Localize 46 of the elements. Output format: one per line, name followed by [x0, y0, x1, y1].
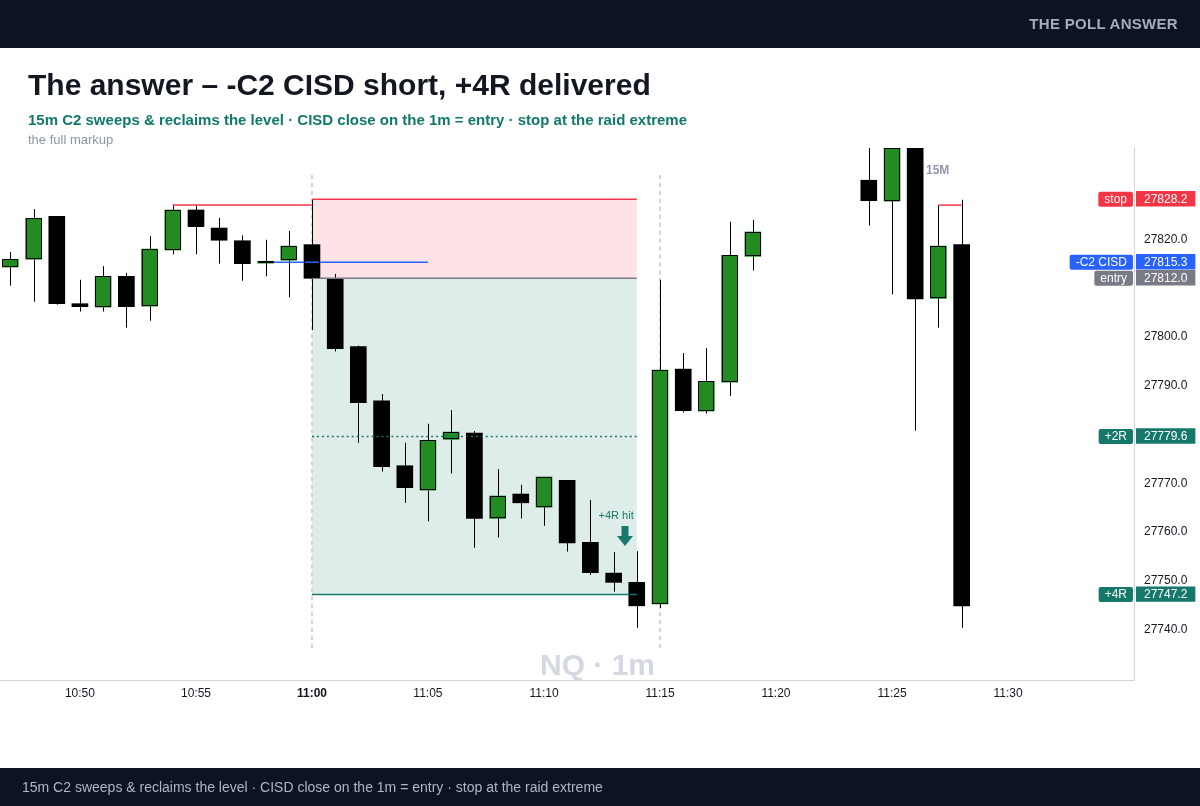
candlestick	[280, 230, 298, 298]
y-tick-label: 27760.0	[1144, 524, 1188, 539]
candlestick	[489, 468, 506, 538]
y-tick-label: 27820.0	[1144, 231, 1188, 246]
x-tick-label: 10:55	[180, 685, 212, 700]
y-tick-label: 27779.6	[1144, 428, 1188, 443]
y-tick-label: 27800.0	[1144, 329, 1188, 344]
legend-label: stop	[1104, 192, 1128, 207]
candlestick	[1, 251, 19, 287]
text: 15m C2 sweeps & reclaims the level · CISD close on the 1m = entry · stop at the raid extreme	[22, 778, 603, 797]
legend-label: entry	[1100, 271, 1127, 286]
candlestick	[187, 205, 205, 255]
y-tick-label: 27770.0	[1144, 475, 1188, 490]
annotation: 15M	[926, 163, 950, 177]
x-tick-label: 11:25	[877, 685, 907, 700]
x-tick-label: 11:00	[296, 685, 328, 700]
x-tick-label: 11:30	[993, 685, 1023, 700]
x-tick-label: 10:50	[64, 685, 96, 700]
y-tick-label: 27740.0	[1144, 622, 1188, 637]
candlestick	[605, 551, 622, 593]
candlestick	[234, 234, 251, 282]
chart-subtitle: 15m C2 sweeps & reclaims the level · CISD close on the 1m = entry · stop at the raid extreme	[28, 110, 687, 129]
x-tick-label: 11:20	[761, 685, 791, 700]
chart-title: The answer – -C2 CISD short, +4R delivered	[28, 67, 651, 103]
y-tick-label: 27750.0	[1144, 573, 1188, 588]
candlestick	[396, 442, 414, 504]
y-tick-label: 27815.3	[1144, 254, 1188, 269]
candlestick	[442, 409, 460, 475]
x-tick-label: 11:15	[645, 685, 675, 700]
legend-label: -C2 CISD	[1075, 255, 1128, 270]
legend-label: +2R	[1104, 429, 1128, 444]
y-tick-label: 27790.0	[1144, 378, 1188, 392]
x-tick-label: 11:10	[529, 685, 559, 700]
x-tick-label: 11:05	[413, 685, 443, 700]
candlestick	[860, 148, 878, 227]
text: the full markup	[28, 132, 114, 148]
annotation: +4R hit	[598, 509, 634, 522]
legend-label: +4R	[1104, 587, 1128, 602]
candlestick	[257, 239, 274, 277]
candlestick	[512, 484, 530, 519]
y-tick-label: 27812.0	[1144, 270, 1188, 285]
candlestick	[210, 217, 228, 265]
text: THE POLL ANSWER	[1029, 14, 1178, 34]
y-tick-label: 27747.2	[1144, 586, 1188, 601]
y-tick-label: 27828.2	[1144, 191, 1188, 206]
candlestick	[71, 279, 89, 313]
